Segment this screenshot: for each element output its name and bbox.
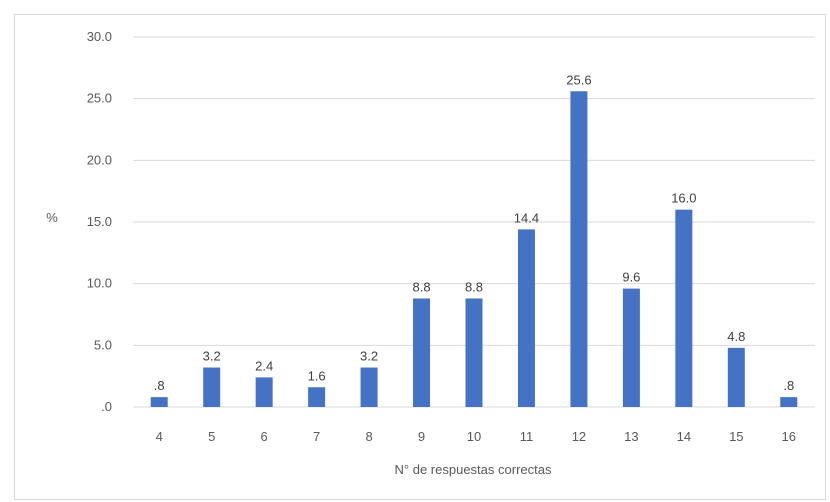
data-label-14: 16.0 (671, 191, 696, 206)
bar-15 (727, 347, 745, 407)
y-tick-label: 5.0 (94, 337, 112, 352)
x-tick-label-5: 5 (208, 429, 215, 444)
x-tick-label-15: 15 (729, 429, 743, 444)
data-label-10: 8.8 (465, 279, 483, 294)
data-label-13: 9.6 (622, 270, 640, 285)
bar-14 (675, 209, 693, 407)
data-label-11: 14.4 (514, 210, 539, 225)
data-labels: .8 3.2 2.4 1.6 3.2 8.8 8.8 14.4 25.6 9.6 16.0 4.8 .8 (154, 72, 794, 393)
y-tick-label: 20.0 (87, 152, 112, 167)
x-tick-label-12: 12 (572, 429, 586, 444)
gridlines (133, 36, 815, 408)
data-label-16: .8 (783, 378, 794, 393)
bar-12 (570, 91, 588, 408)
data-label-4: .8 (154, 378, 165, 393)
x-axis-title: N° de respuestas correctas (395, 462, 552, 477)
y-tick-label: 30.0 (87, 29, 112, 44)
bar-10 (465, 298, 483, 407)
x-tick-label-9: 9 (418, 429, 425, 444)
bar-11 (517, 229, 535, 407)
data-label-15: 4.8 (727, 329, 745, 344)
x-tick-label-10: 10 (467, 429, 481, 444)
y-axis-ticks: .0 5.0 10.0 15.0 20.0 25.0 30.0 (87, 29, 112, 414)
data-label-6: 2.4 (255, 358, 273, 373)
x-tick-label-8: 8 (365, 429, 372, 444)
x-tick-label-6: 6 (261, 429, 268, 444)
bar-7 (308, 387, 326, 407)
bar-9 (413, 298, 431, 407)
data-label-7: 1.6 (308, 368, 326, 383)
y-axis-title: % (46, 210, 58, 225)
y-tick-label: 15.0 (87, 214, 112, 229)
bar-8 (360, 367, 378, 407)
x-tick-label-14: 14 (677, 429, 691, 444)
x-axis-ticks: 4 5 6 7 8 9 10 11 12 13 14 15 16 (156, 429, 796, 444)
bar-6 (255, 377, 273, 407)
data-label-8: 3.2 (360, 349, 378, 364)
data-label-5: 3.2 (203, 349, 221, 364)
bar-4 (150, 397, 168, 407)
x-tick-label-7: 7 (313, 429, 320, 444)
y-tick-label: .0 (101, 399, 112, 414)
x-tick-label-11: 11 (520, 429, 534, 444)
bar-16 (780, 397, 798, 407)
y-tick-label: 10.0 (87, 276, 112, 291)
x-tick-label-13: 13 (624, 429, 638, 444)
x-tick-label-16: 16 (782, 429, 796, 444)
bars (150, 91, 798, 408)
x-tick-label-4: 4 (156, 429, 163, 444)
bar-5 (203, 367, 221, 407)
y-tick-label: 25.0 (87, 91, 112, 106)
data-label-12: 25.6 (566, 72, 591, 87)
bar-13 (622, 288, 640, 407)
data-label-9: 8.8 (412, 279, 430, 294)
